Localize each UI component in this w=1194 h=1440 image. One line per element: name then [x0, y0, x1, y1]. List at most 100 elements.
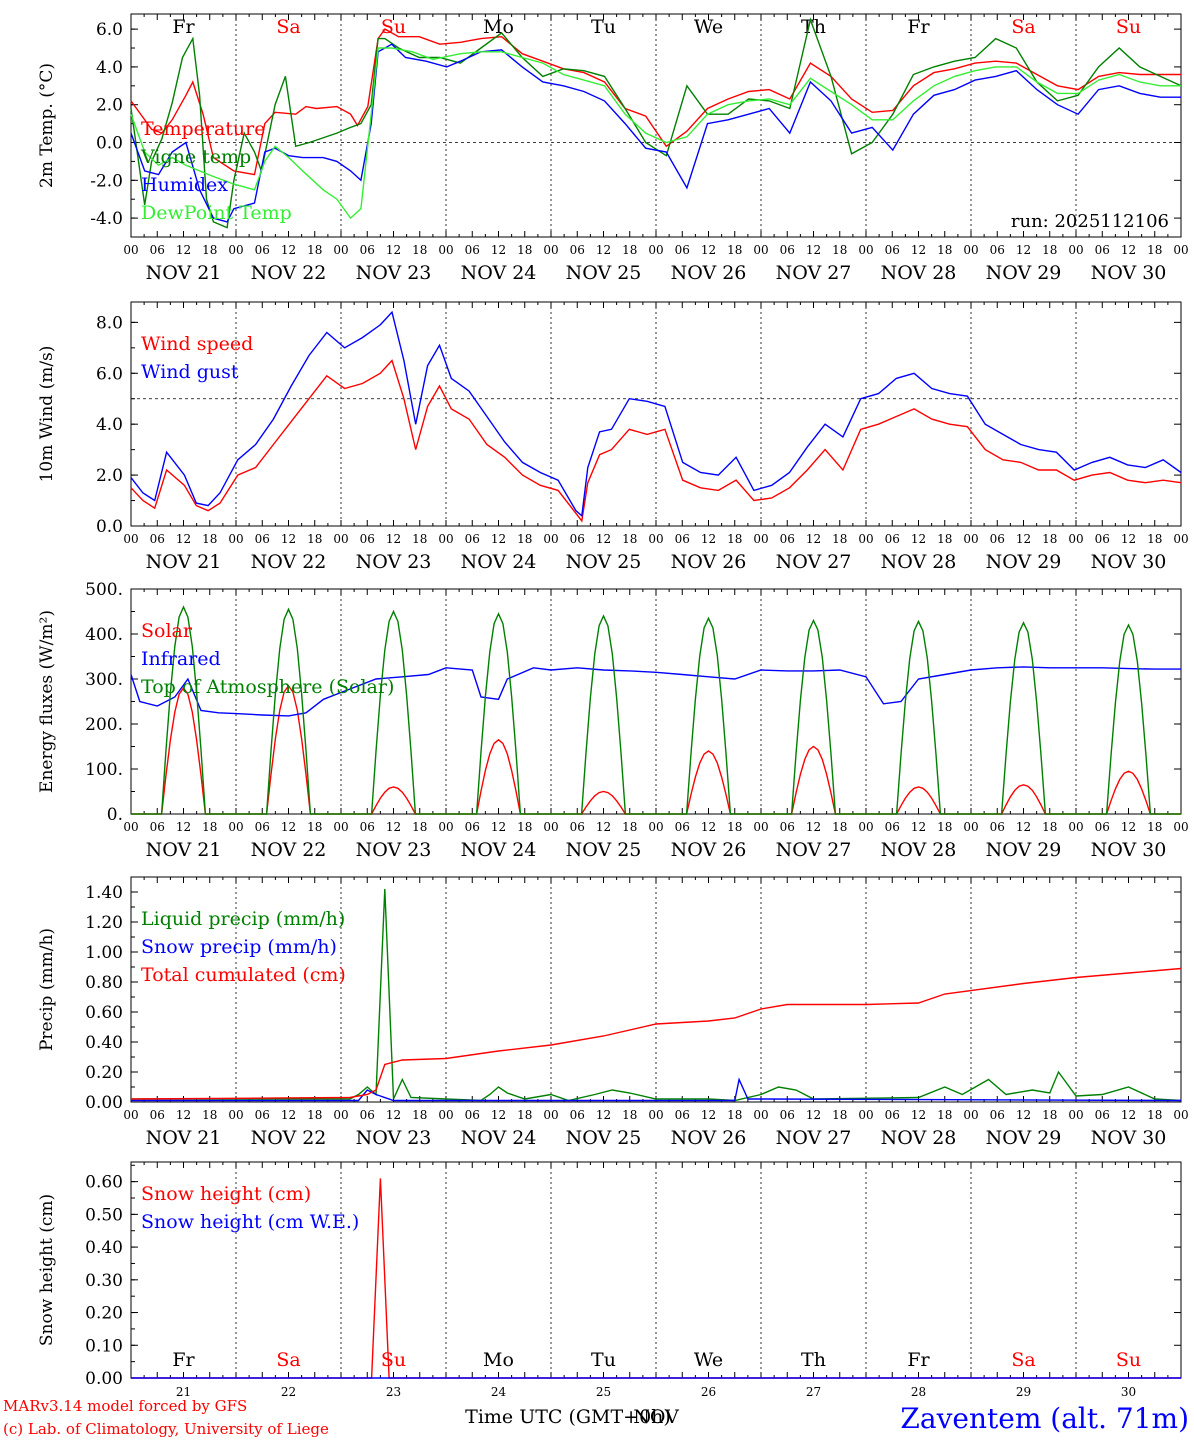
day-of-week-label: Fr [172, 16, 195, 38]
day-of-week-label: Su [381, 1349, 406, 1371]
y-axis-label: Energy fluxes (W/m²) [37, 610, 57, 793]
x-hour-label: 06 [675, 243, 690, 257]
legend-entry: Snow precip (mm/h) [141, 936, 337, 958]
x-hour-label: 06 [885, 820, 900, 834]
run-label: run: 2025112106 [1011, 211, 1169, 232]
y-tick-label: 1.00 [85, 943, 123, 963]
day-of-week-label: Fr [907, 1349, 930, 1371]
x-hour-label: 00 [228, 820, 243, 834]
x-hour-label: 06 [1095, 243, 1110, 257]
x-hour-label: 12 [176, 1108, 191, 1122]
x-hour-label: 06 [465, 243, 480, 257]
x-hour-label: 18 [937, 532, 952, 546]
x-hour-label: 18 [727, 243, 742, 257]
y-tick-label: 0. [107, 805, 123, 825]
y-axis-label: 10m Wind (m/s) [37, 346, 57, 483]
x-date-label: NOV 26 [671, 839, 747, 861]
x-day-number: 30 [1121, 1385, 1136, 1399]
x-date-label: NOV 25 [566, 262, 642, 284]
x-date-label: NOV 27 [776, 262, 852, 284]
panel-energy: 00 06 12 18 00 06 12 18 00 06 12 18 00 06 12 18 00 06 12 18… [37, 580, 1189, 861]
x-hour-label: 06 [1095, 1108, 1110, 1122]
x-hour-label: 06 [885, 532, 900, 546]
x-day-number: 21 [176, 1385, 191, 1399]
x-hour-label: 18 [1147, 532, 1162, 546]
x-hour-label: 00 [858, 820, 873, 834]
x-hour-label: 00 [333, 1108, 348, 1122]
x-hour-label: 18 [937, 820, 952, 834]
x-hour-label: 00 [753, 820, 768, 834]
y-tick-label: 4.0 [96, 415, 123, 435]
day-of-week-label: Th [801, 1349, 826, 1371]
day-of-week-label: Fr [172, 1349, 195, 1371]
x-hour-label: 18 [202, 243, 217, 257]
x-hour-label: 18 [307, 243, 322, 257]
x-hour-label: 00 [753, 1108, 768, 1122]
x-hour-label: 06 [360, 532, 375, 546]
y-tick-label: 400. [85, 625, 123, 645]
legend-entry: Liquid precip (mm/h) [141, 908, 345, 930]
x-hour-label: 12 [1016, 243, 1031, 257]
x-hour-label: 00 [858, 1108, 873, 1122]
series-line-infrared [130, 666, 1181, 717]
legend-entry: Top of Atmosphere (Solar) [141, 676, 394, 698]
x-hour-label: 06 [780, 820, 795, 834]
legend-entry: Total cumulated (cm) [141, 964, 346, 986]
series-group [130, 310, 1182, 523]
legend-entry: Infrared [141, 648, 221, 670]
x-ticks [130, 589, 1182, 814]
day-of-week-label: We [694, 16, 723, 38]
x-hour-label: 18 [832, 532, 847, 546]
x-date-label: NOV 22 [251, 262, 327, 284]
x-hour-label: 12 [386, 243, 401, 257]
x-day-number: 27 [806, 1385, 821, 1399]
x-date-label: NOV 23 [356, 1127, 432, 1149]
y-axis: 0. 100. 200. 300. 400. 500. [85, 580, 1181, 825]
x-hour-label: 12 [806, 1108, 821, 1122]
y-tick-label: 1.40 [85, 883, 123, 903]
y-axis-label: Snow height (cm) [37, 1194, 57, 1346]
x-date-label: NOV 24 [461, 1127, 537, 1149]
day-of-week-label: Su [1116, 1349, 1141, 1371]
x-hour-label: 12 [1016, 1108, 1031, 1122]
x-hour-label: 18 [517, 243, 532, 257]
x-date-label: NOV 22 [251, 1127, 327, 1149]
x-day-number: 25 [596, 1385, 611, 1399]
x-hour-label: 00 [753, 532, 768, 546]
series-group [130, 605, 1181, 815]
day-of-week-label: Sa [276, 16, 300, 38]
x-hour-label: 12 [1121, 820, 1136, 834]
y-tick-label: 100. [85, 760, 123, 780]
day-of-week-label: Su [1116, 16, 1141, 38]
x-hour-label: 00 [543, 1108, 558, 1122]
x-ticks [130, 14, 1182, 237]
x-hour-label: 12 [911, 532, 926, 546]
x-hour-label: 18 [937, 243, 952, 257]
x-hour-label: 00 [963, 532, 978, 546]
x-hour-label: 12 [386, 532, 401, 546]
x-hour-label: 18 [307, 820, 322, 834]
x-hour-label: 00 [543, 532, 558, 546]
day-of-week-label: Fr [907, 16, 930, 38]
y-tick-label: 4.0 [96, 58, 123, 78]
panel-precip: 00 06 12 18 00 06 12 18 00 06 12 18 00 06 12 18 00 06 12 18… [37, 876, 1189, 1149]
x-hour-label: 06 [570, 820, 585, 834]
x-date-label: NOV 22 [251, 551, 327, 573]
x-hour-label: 18 [1147, 820, 1162, 834]
x-hour-label: 00 [438, 1108, 453, 1122]
x-hour-label: 18 [727, 532, 742, 546]
x-hour-label: 18 [727, 1108, 742, 1122]
x-hour-label: 00 [123, 243, 138, 257]
y-tick-label: 8.0 [96, 313, 123, 333]
y-tick-label: 0.20 [85, 1304, 123, 1324]
x-hour-label: 06 [990, 532, 1005, 546]
x-hour-label: 00 [123, 820, 138, 834]
x-date-label: NOV 23 [356, 551, 432, 573]
x-hour-label: 18 [1042, 243, 1057, 257]
day-of-week-label: Tu [591, 1349, 616, 1371]
x-date-label: NOV 21 [146, 839, 222, 861]
x-hour-label: 00 [333, 243, 348, 257]
x-day-number: 24 [491, 1385, 507, 1399]
legend-entry: DewPoint Temp [141, 202, 292, 224]
x-hour-label: 06 [990, 1108, 1005, 1122]
